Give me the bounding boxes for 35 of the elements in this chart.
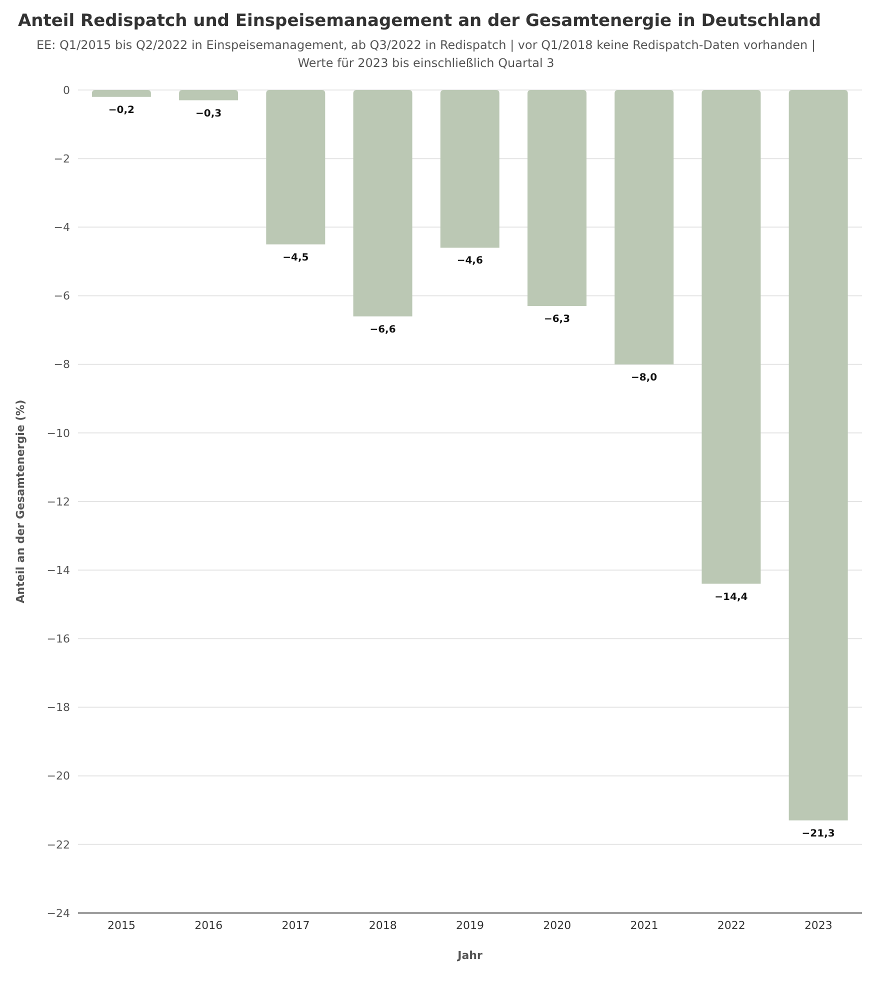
data-label: −0,3: [196, 108, 222, 120]
x-tick-label: 2021: [630, 918, 658, 932]
y-tick-label: −14: [46, 564, 70, 577]
y-tick-label: −2: [54, 152, 70, 166]
y-tick-label: −24: [46, 906, 70, 920]
y-tick-label: −20: [46, 770, 70, 783]
x-tick-label: 2023: [804, 918, 832, 932]
data-label: −8,0: [631, 372, 658, 384]
x-tick-label: 2016: [194, 918, 223, 932]
y-tick-label: −22: [46, 838, 70, 852]
x-tick-label: 2020: [543, 918, 572, 932]
x-tick-label: 2017: [282, 918, 310, 932]
y-tick-label: −16: [46, 632, 70, 646]
x-tick-label: 2019: [456, 918, 484, 932]
x-tick-label: 2018: [368, 918, 397, 932]
x-axis-title: Jahr: [456, 949, 483, 962]
data-label: −14,4: [714, 592, 748, 603]
data-label: −4,6: [456, 256, 483, 267]
y-tick-label: −12: [46, 495, 70, 508]
y-tick-label: −8: [54, 358, 70, 372]
y-tick-label: 0: [63, 84, 70, 97]
x-tick-label: 2015: [108, 918, 136, 932]
x-tick-label: 2022: [717, 918, 746, 932]
chart-title: Anteil Redispatch und Einspeisemanagement an der Gesamtenergie in Deutschland: [17, 10, 822, 33]
chart-subtitle: EE: Q1/2015 bis Q2/2022 in Einspeisemanagement, ab Q3/2022 in Redispatch | vor Q1/2018 keine Redispatch-Daten vorhanden | Werte für 2023 bis einschließlich Quartal 3: [35, 37, 817, 72]
y-tick-label: −10: [46, 426, 70, 440]
y-axis-title: Anteil an der Gesamtenergie (%): [14, 400, 27, 604]
data-label: −4,5: [282, 252, 309, 264]
data-label: −21,3: [802, 828, 835, 840]
y-tick-label: −4: [54, 221, 70, 234]
y-tick-label: −6: [54, 290, 70, 303]
data-label: −0,2: [108, 104, 135, 116]
y-tick-label: −18: [46, 701, 70, 714]
data-label: −6,6: [370, 324, 396, 336]
data-label: −6,3: [544, 314, 570, 326]
